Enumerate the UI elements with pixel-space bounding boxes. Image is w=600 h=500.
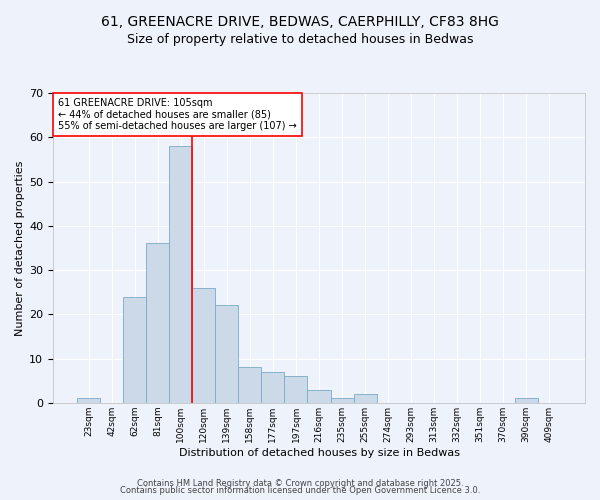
Bar — [77, 398, 100, 403]
Bar — [123, 296, 146, 403]
Bar — [515, 398, 538, 403]
Bar — [193, 288, 215, 403]
Text: 61, GREENACRE DRIVE, BEDWAS, CAERPHILLY, CF83 8HG: 61, GREENACRE DRIVE, BEDWAS, CAERPHILLY,… — [101, 15, 499, 29]
Bar — [169, 146, 193, 403]
Text: 61 GREENACRE DRIVE: 105sqm
← 44% of detached houses are smaller (85)
55% of semi: 61 GREENACRE DRIVE: 105sqm ← 44% of deta… — [58, 98, 297, 131]
Bar — [215, 306, 238, 403]
Bar — [146, 244, 169, 403]
Bar — [238, 368, 262, 403]
Text: Contains HM Land Registry data © Crown copyright and database right 2025.: Contains HM Land Registry data © Crown c… — [137, 478, 463, 488]
X-axis label: Distribution of detached houses by size in Bedwas: Distribution of detached houses by size … — [179, 448, 460, 458]
Bar — [284, 376, 307, 403]
Bar — [331, 398, 353, 403]
Bar — [307, 390, 331, 403]
Text: Contains public sector information licensed under the Open Government Licence 3.: Contains public sector information licen… — [120, 486, 480, 495]
Y-axis label: Number of detached properties: Number of detached properties — [15, 160, 25, 336]
Bar — [262, 372, 284, 403]
Bar — [353, 394, 377, 403]
Text: Size of property relative to detached houses in Bedwas: Size of property relative to detached ho… — [127, 32, 473, 46]
